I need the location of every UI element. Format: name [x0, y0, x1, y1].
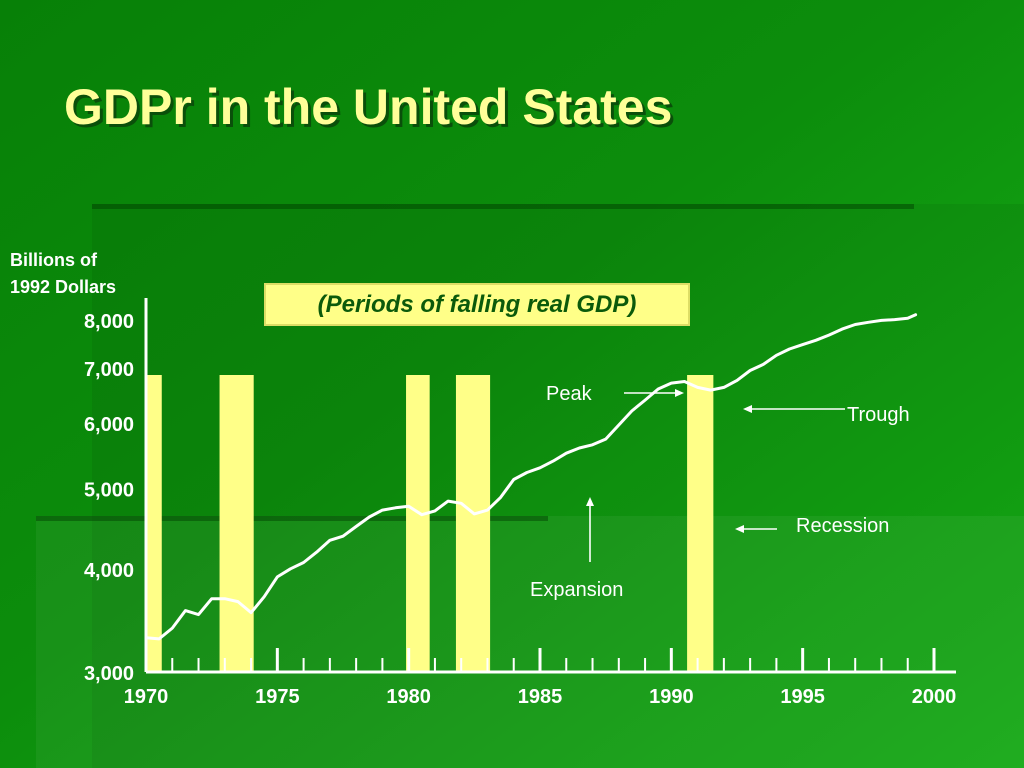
legend-recession-key: (Periods of falling real GDP): [264, 283, 690, 326]
slide-title: GDPr in the United States: [64, 79, 673, 135]
recession-label: Recession: [796, 515, 889, 537]
x-tick-label-1970: 1970: [124, 686, 169, 708]
gdp-series: [144, 313, 918, 641]
recession-band-2: [219, 375, 254, 672]
recession-band-1: [146, 375, 162, 672]
decorative-rule-lower: [36, 516, 548, 521]
expansion-label: Expansion: [530, 579, 623, 601]
y-tick-label-4,000: 4,000: [84, 560, 134, 582]
x-tick-label-1995: 1995: [780, 686, 825, 708]
y-tick-label-3,000: 3,000: [84, 663, 134, 685]
y-tick-label-6,000: 6,000: [84, 414, 134, 436]
annotations: Peak Trough Recession Expansion: [530, 383, 910, 601]
y-axis-label-line2: 1992 Dollars: [10, 277, 117, 297]
y-tick-label-5,000: 5,000: [84, 480, 134, 502]
trough-label: Trough: [847, 404, 910, 426]
expansion-arrow-head: [586, 497, 594, 506]
peak-label: Peak: [546, 383, 593, 405]
x-tick-label-2000: 2000: [912, 686, 957, 708]
axes: 1970 1975 1980 1985 1990 1995 2000 3,000 4,000 5,…: [84, 298, 956, 708]
recession-band-5: [687, 375, 714, 672]
y-axis-label: Billions of 1992 Dollars: [10, 247, 170, 301]
trough-arrow-head: [743, 405, 752, 413]
recession-band-4: [455, 375, 491, 672]
x-tick-label-1975: 1975: [255, 686, 300, 708]
gdp-line: [144, 313, 918, 641]
y-tick-label-8,000: 8,000: [84, 311, 134, 333]
x-tick-label-1985: 1985: [518, 686, 563, 708]
recession-bands: [146, 375, 714, 672]
x-tick-label-1990: 1990: [649, 686, 694, 708]
decorative-panel-lower: [36, 516, 1024, 768]
decorative-rule: [92, 204, 914, 209]
y-tick-label-7,000: 7,000: [84, 359, 134, 381]
y-axis-label-line1: Billions of: [10, 250, 97, 270]
x-tick-label-1980: 1980: [386, 686, 431, 708]
recession-arrow-head: [735, 525, 744, 533]
peak-arrow-head: [675, 389, 684, 397]
recession-band-3: [406, 375, 430, 672]
